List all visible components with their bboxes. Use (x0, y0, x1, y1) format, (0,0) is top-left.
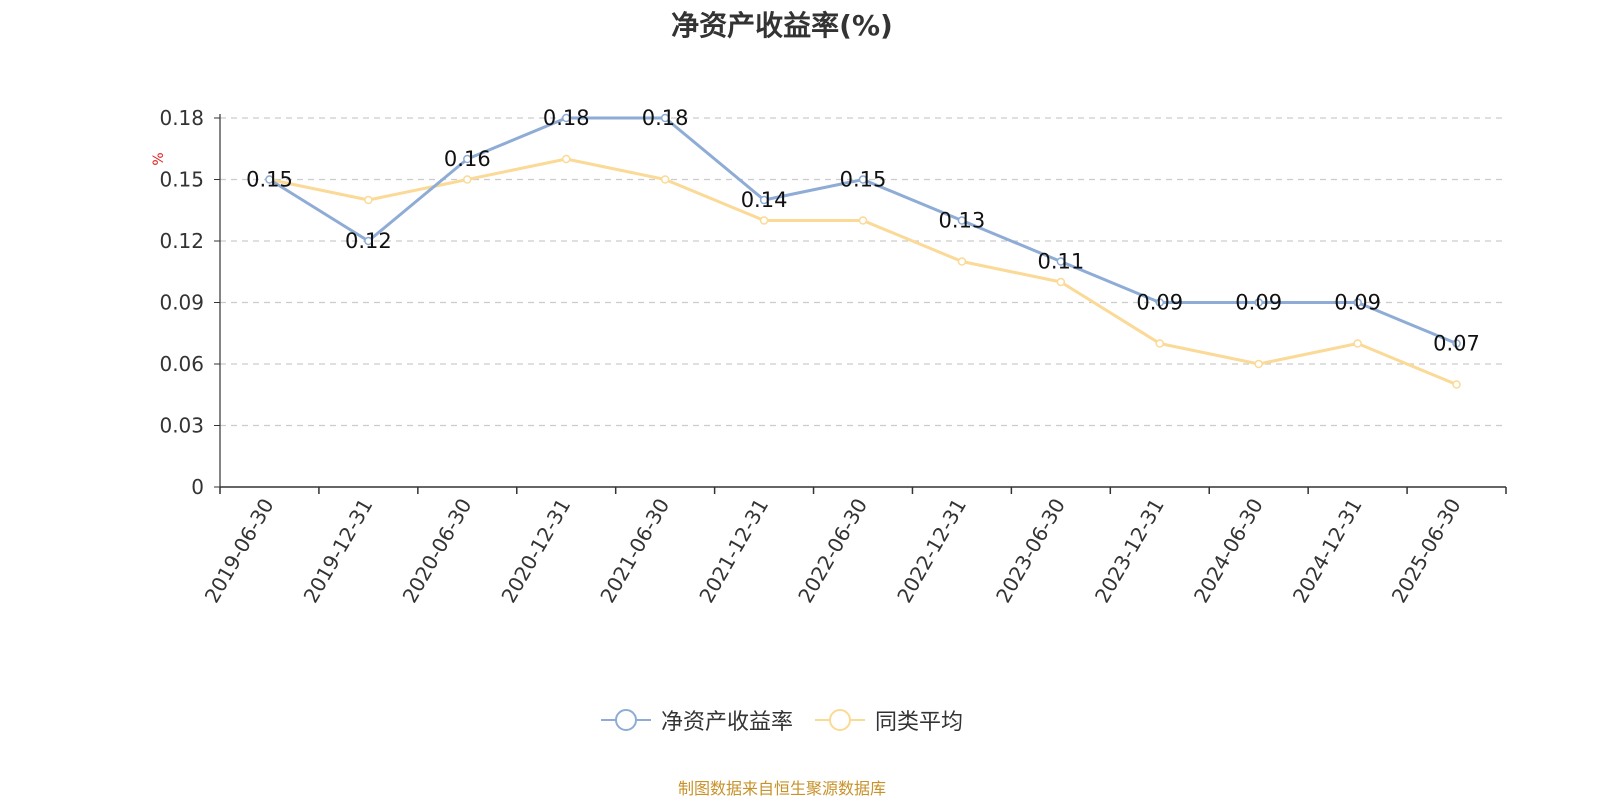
data-label: 0.15 (840, 168, 887, 192)
y-axis-unit-label: % (151, 152, 167, 165)
data-point (1452, 339, 1461, 348)
data-point (759, 195, 769, 205)
data-point (1155, 298, 1165, 307)
x-tick-label: 2022-12-31 (892, 494, 971, 607)
data-label: 0.15 (246, 168, 293, 192)
chart-title: 净资产收益率(%) (671, 9, 893, 42)
data-point (463, 175, 472, 184)
data-label: 0.09 (1136, 291, 1183, 315)
data-label: 0.18 (642, 106, 689, 130)
data-point (364, 236, 373, 246)
data-label: 0.13 (939, 209, 986, 233)
x-tick-label: 2019-12-31 (299, 494, 378, 607)
data-label: 0.09 (1235, 291, 1282, 315)
legend-peer-average-icon (815, 709, 865, 731)
legend-label-roe: 净资产收益率 (660, 710, 793, 735)
x-tick-label: 2019-06-30 (200, 494, 279, 607)
data-point (265, 175, 274, 184)
y-tick-label: 0.09 (159, 291, 204, 315)
x-tick-label: 2020-12-31 (496, 494, 575, 607)
y-tick-label: 0.06 (159, 352, 204, 376)
data-point (1254, 359, 1263, 369)
x-tick-label: 2021-12-31 (694, 494, 773, 607)
legend-item-peer-average[interactable]: 同类平均 (815, 704, 963, 736)
y-tick-label: 0.03 (159, 414, 204, 438)
data-point (561, 113, 571, 123)
data-point (1155, 339, 1165, 348)
legend-label-peer-average: 同类平均 (875, 710, 964, 735)
data-point (1056, 277, 1066, 287)
x-tick-label: 2023-06-30 (991, 494, 1070, 607)
x-tick-label: 2023-12-31 (1090, 494, 1169, 607)
data-point (660, 175, 670, 184)
data-label: 0.11 (1037, 250, 1084, 274)
data-point (1353, 298, 1362, 307)
data-point (957, 257, 967, 266)
x-tick-label: 2020-06-30 (397, 494, 476, 607)
data-point (1254, 298, 1263, 307)
data-point (1353, 339, 1362, 348)
data-point (858, 216, 868, 225)
x-tick-label: 2021-06-30 (595, 494, 674, 607)
data-source-note: 制图数据来自恒生聚源数据库 (677, 779, 886, 798)
data-label: 0.07 (1433, 332, 1480, 356)
data-label: 0.14 (741, 188, 788, 212)
x-tick-label: 2025-06-30 (1387, 494, 1466, 607)
data-label: 0.09 (1334, 291, 1381, 315)
y-tick-label: 0.12 (159, 229, 204, 253)
y-tick-label: 0 (191, 475, 204, 499)
data-point (1452, 380, 1461, 389)
series-line-1 (269, 157, 1458, 386)
data-point (957, 216, 967, 225)
data-label: 0.16 (444, 147, 491, 171)
legend-roe-icon (600, 709, 651, 731)
y-tick-label: 0.15 (159, 168, 204, 192)
data-point (463, 154, 472, 164)
data-point (1056, 257, 1066, 266)
x-tick-label: 2022-06-30 (793, 494, 872, 607)
data-point (858, 175, 868, 184)
x-tick-label: 2024-06-30 (1189, 494, 1268, 607)
data-point (759, 216, 769, 225)
legend: 净资产收益率 同类平均 (0, 704, 1564, 736)
y-tick-label: 0.18 (159, 106, 204, 130)
data-point (660, 113, 670, 123)
data-label: 0.18 (543, 106, 590, 130)
data-label: 0.12 (345, 229, 392, 253)
data-point (364, 195, 373, 205)
legend-item-roe[interactable]: 净资产收益率 (600, 704, 793, 736)
x-tick-label: 2024-12-31 (1288, 494, 1367, 607)
data-point (561, 154, 571, 164)
